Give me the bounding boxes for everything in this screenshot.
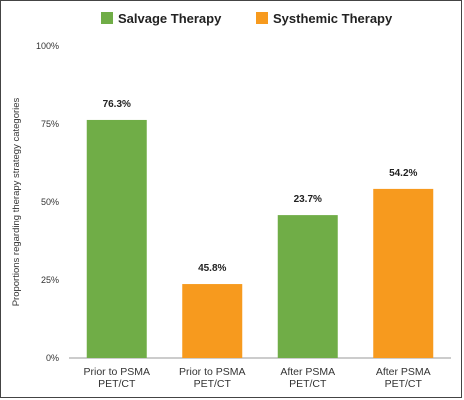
- x-tick-label: Prior to PSMA: [83, 366, 150, 378]
- data-label: 54.2%: [389, 168, 417, 179]
- bar: [277, 215, 338, 358]
- y-tick-label: 75%: [41, 119, 59, 129]
- x-tick-label: PET/CT: [194, 378, 232, 390]
- data-label: 23.7%: [294, 194, 322, 205]
- data-label: 76.3%: [103, 99, 131, 110]
- x-tick-label: PET/CT: [385, 378, 423, 390]
- bar: [373, 188, 434, 358]
- data-labels: 76.3% 45.8% 23.7% 54.2%: [103, 99, 418, 274]
- y-tick-label: 0%: [46, 353, 59, 363]
- legend-swatch-0: [101, 12, 113, 24]
- y-tick-label: 50%: [41, 197, 59, 207]
- x-tick-label: PET/CT: [98, 378, 136, 390]
- x-tick-label: After PSMA: [280, 366, 335, 378]
- y-axis-ticks: 0% 25% 50% 75% 100%: [36, 41, 59, 363]
- legend-swatch-1: [256, 12, 268, 24]
- legend: Salvage Therapy Systhemic Therapy: [101, 11, 393, 26]
- y-axis-label: Proportions regarding therapy strategy c…: [11, 97, 22, 306]
- bars: [86, 119, 434, 358]
- legend-label-1: Systhemic Therapy: [273, 11, 393, 26]
- bar: [182, 284, 243, 358]
- x-tick-label: Prior to PSMA: [179, 366, 246, 378]
- y-tick-label: 100%: [36, 41, 59, 51]
- y-tick-label: 25%: [41, 275, 59, 285]
- x-tick-label: PET/CT: [289, 378, 327, 390]
- bar: [86, 119, 147, 358]
- data-label: 45.8%: [198, 263, 226, 274]
- legend-label-0: Salvage Therapy: [118, 11, 222, 26]
- x-tick-label: After PSMA: [376, 366, 431, 378]
